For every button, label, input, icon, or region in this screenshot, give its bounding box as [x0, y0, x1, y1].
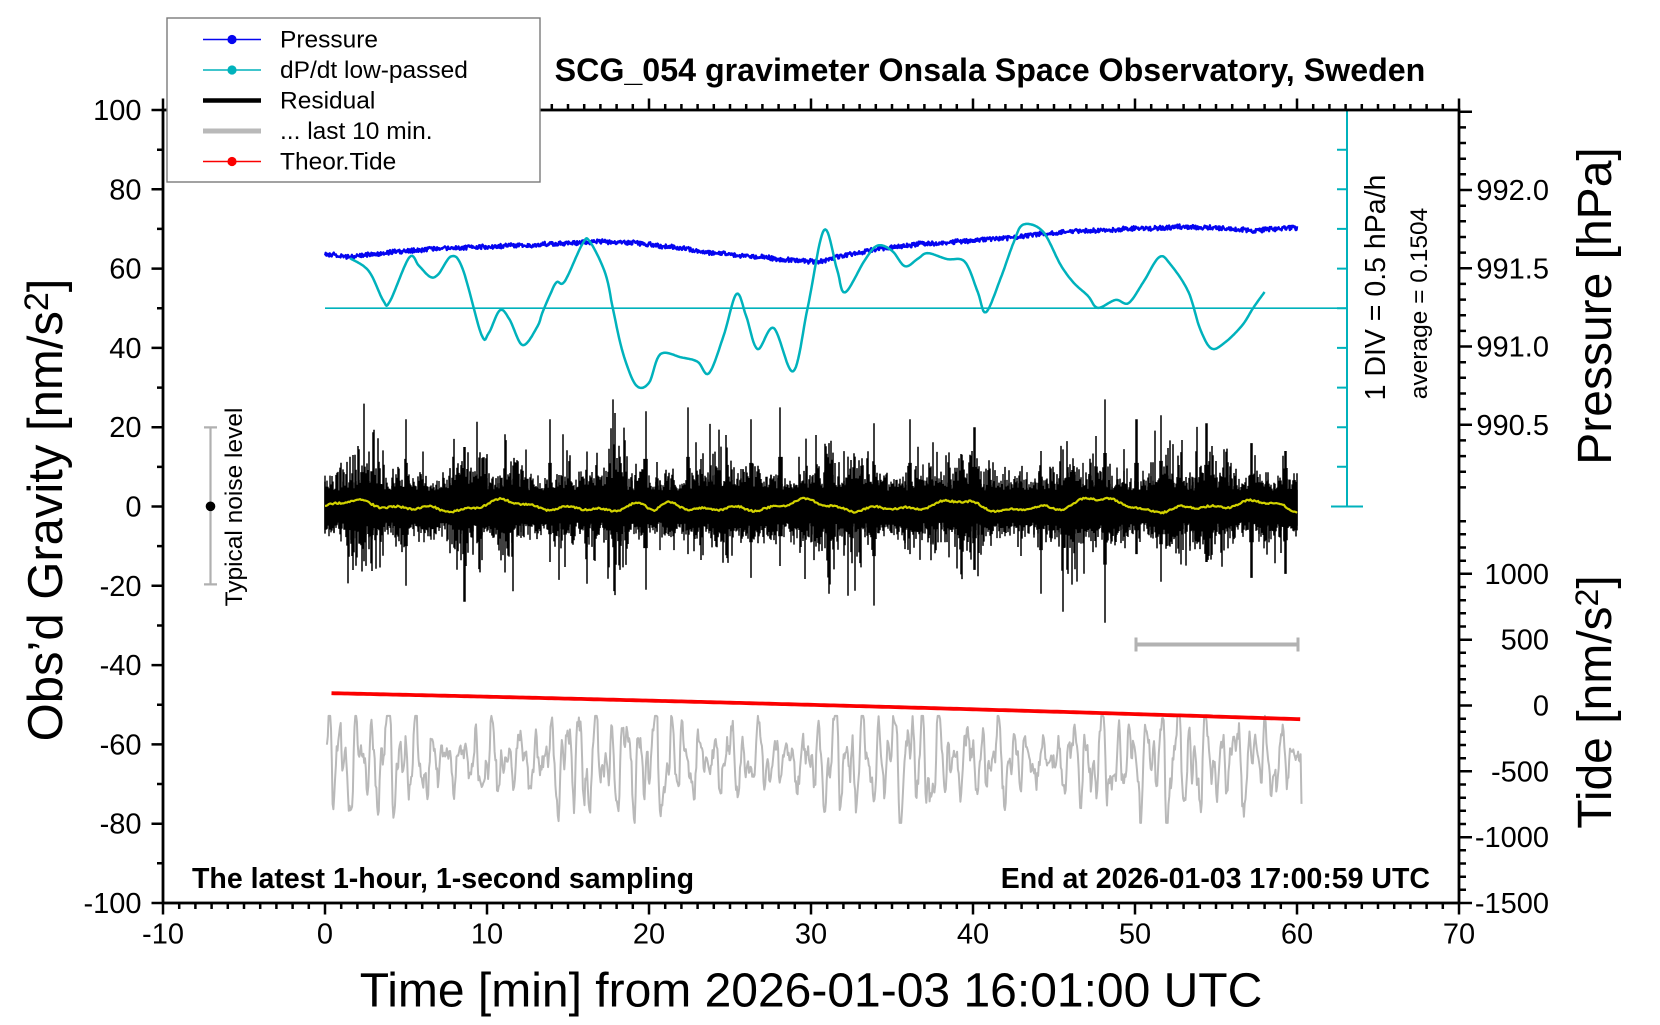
svg-text:991.5: 991.5 [1476, 253, 1549, 285]
svg-text:1 DIV = 0.5 hPa/h: 1 DIV = 0.5 hPa/h [1360, 175, 1392, 401]
svg-text:60: 60 [1281, 919, 1313, 951]
svg-text:992.0: 992.0 [1476, 175, 1549, 207]
svg-text:-40: -40 [100, 650, 142, 682]
svg-text:SCG_054 gravimeter Onsala Spac: SCG_054 gravimeter Onsala Space Observat… [555, 52, 1426, 88]
svg-text:... last 10 min.: ... last 10 min. [280, 118, 433, 145]
svg-text:-10: -10 [142, 919, 184, 951]
svg-text:100: 100 [93, 95, 141, 127]
svg-text:-1500: -1500 [1475, 888, 1549, 920]
svg-text:40: 40 [109, 333, 141, 365]
svg-text:0: 0 [125, 492, 141, 524]
svg-text:-20: -20 [100, 571, 142, 603]
svg-text:-80: -80 [100, 809, 142, 841]
svg-text:Time [min] from 2026-01-03 16:: Time [min] from 2026-01-03 16:01:00 UTC [360, 965, 1263, 1018]
svg-text:20: 20 [109, 412, 141, 444]
svg-text:30: 30 [795, 919, 827, 951]
svg-text:70: 70 [1443, 919, 1475, 951]
svg-text:990.5: 990.5 [1476, 410, 1549, 442]
svg-text:1000: 1000 [1484, 559, 1549, 591]
svg-text:-500: -500 [1491, 756, 1549, 788]
svg-text:dP/dt low-passed: dP/dt low-passed [280, 57, 468, 84]
svg-text:50: 50 [1119, 919, 1151, 951]
svg-text:60: 60 [109, 254, 141, 286]
svg-text:Tide [nm/s2]: Tide [nm/s2] [1569, 575, 1622, 828]
svg-text:991.0: 991.0 [1476, 332, 1549, 364]
svg-text:40: 40 [957, 919, 989, 951]
svg-text:Typical noise level: Typical noise level [221, 408, 248, 607]
svg-text:20: 20 [633, 919, 665, 951]
svg-text:0: 0 [1533, 691, 1549, 723]
svg-text:-60: -60 [100, 729, 142, 761]
svg-text:End at 2026-01-03 17:00:59 UTC: End at 2026-01-03 17:00:59 UTC [1001, 863, 1430, 895]
svg-text:-100: -100 [83, 888, 141, 920]
svg-text:Pressure: Pressure [280, 27, 378, 54]
svg-text:0: 0 [317, 919, 333, 951]
svg-text:Residual: Residual [280, 88, 375, 115]
svg-text:The latest 1-hour, 1-second sa: The latest 1-hour, 1-second sampling [192, 863, 694, 895]
svg-text:Obs’d Gravity [nm/s2]: Obs’d Gravity [nm/s2] [18, 279, 73, 742]
svg-text:10: 10 [471, 919, 503, 951]
svg-text:average = 0.1504: average = 0.1504 [1406, 208, 1433, 399]
svg-text:500: 500 [1501, 625, 1549, 657]
svg-text:Theor.Tide: Theor.Tide [280, 149, 396, 176]
svg-text:80: 80 [109, 174, 141, 206]
svg-text:Pressure [hPa]: Pressure [hPa] [1569, 147, 1622, 464]
svg-text:-1000: -1000 [1475, 822, 1549, 854]
